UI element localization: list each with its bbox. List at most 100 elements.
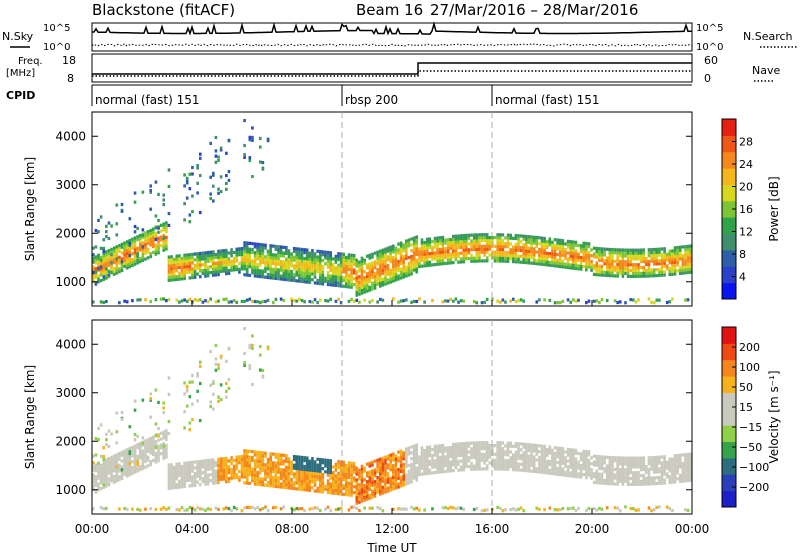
power-cell xyxy=(449,252,452,256)
power-cell xyxy=(436,248,439,252)
power-cell xyxy=(240,261,244,265)
velocity-cell xyxy=(165,507,168,511)
velocity-cell xyxy=(418,461,421,465)
velocity-cell xyxy=(131,468,134,473)
velocity-cell xyxy=(167,486,171,490)
power-cell xyxy=(339,278,343,282)
power-cell xyxy=(128,253,132,258)
power-cell xyxy=(115,245,119,249)
power-cell xyxy=(138,298,142,302)
power-cell xyxy=(178,274,181,278)
velocity-cell xyxy=(112,463,116,467)
velocity-cell xyxy=(558,449,562,453)
velocity-cell xyxy=(238,469,241,474)
velocity-cell xyxy=(329,465,332,469)
velocity-cell xyxy=(225,480,228,484)
velocity-cell xyxy=(605,478,609,483)
velocity-cell xyxy=(240,469,244,473)
power-cell xyxy=(647,297,651,301)
velocity-cell xyxy=(141,458,145,462)
velocity-cell xyxy=(217,472,220,476)
velocity-cell xyxy=(345,493,348,497)
power-cell xyxy=(209,141,212,146)
power-cell xyxy=(204,268,207,272)
velocity-cell xyxy=(457,448,460,452)
velocity-cell xyxy=(162,506,166,510)
power-cell xyxy=(407,241,411,245)
power-cell xyxy=(167,275,171,280)
power-cell xyxy=(564,242,567,246)
power-cell xyxy=(491,235,494,240)
power-cell xyxy=(548,298,552,303)
power-cell xyxy=(475,253,479,257)
velocity-cell xyxy=(178,508,181,512)
power-cell xyxy=(178,265,181,270)
power-cell xyxy=(191,270,194,274)
power-cell xyxy=(582,259,586,263)
velocity-cell xyxy=(386,471,390,476)
velocity-cell xyxy=(652,458,656,463)
power-cell xyxy=(527,246,531,250)
velocity-cell xyxy=(600,464,604,468)
velocity-cell xyxy=(178,479,181,483)
velocity-cell xyxy=(303,470,306,474)
power-cell xyxy=(399,270,403,274)
velocity-cell xyxy=(157,459,160,463)
velocity-cell xyxy=(264,483,267,487)
velocity-cell xyxy=(365,497,369,501)
velocity-cell xyxy=(287,474,291,478)
power-cell xyxy=(371,255,374,259)
power-cell xyxy=(684,247,687,252)
velocity-cell xyxy=(311,459,314,464)
velocity-cell xyxy=(558,458,562,462)
velocity-cell xyxy=(574,474,578,479)
velocity-cell xyxy=(498,447,502,451)
power-cell xyxy=(133,239,137,243)
nave-tick-top: 60 xyxy=(704,54,718,67)
velocity-cell xyxy=(266,347,270,351)
velocity-cell xyxy=(196,465,199,470)
power-cell xyxy=(295,247,299,251)
velocity-cell xyxy=(258,482,262,487)
power-cell xyxy=(136,235,139,239)
velocity-cell xyxy=(475,450,479,454)
colorbar-segment xyxy=(722,457,736,475)
power-cell xyxy=(585,259,588,263)
velocity-cell xyxy=(261,460,265,464)
power-cell xyxy=(425,252,429,256)
velocity-cell xyxy=(149,396,152,401)
power-cell xyxy=(483,253,486,257)
power-cell xyxy=(420,241,424,245)
power-cell xyxy=(425,240,429,244)
power-cell xyxy=(191,276,194,280)
power-cell xyxy=(618,248,622,252)
velocity-cell xyxy=(491,449,494,453)
power-cell xyxy=(170,272,173,276)
velocity-cell xyxy=(637,479,640,484)
velocity-cell xyxy=(185,508,189,512)
velocity-cell xyxy=(634,456,638,460)
velocity-cell xyxy=(141,398,145,402)
velocity-cell xyxy=(491,446,494,451)
power-cell xyxy=(381,263,385,267)
power-cell xyxy=(217,261,220,265)
power-cell xyxy=(373,283,377,287)
power-cell xyxy=(133,230,137,234)
power-cell xyxy=(368,256,372,260)
power-cell xyxy=(595,255,599,259)
power-cell xyxy=(167,255,171,259)
power-cell xyxy=(332,257,335,261)
velocity-cell xyxy=(525,466,528,470)
velocity-cell xyxy=(621,482,625,486)
velocity-cell xyxy=(509,507,512,512)
velocity-cell xyxy=(368,484,372,489)
velocity-cell xyxy=(686,452,690,456)
power-cell xyxy=(345,273,348,277)
power-cell xyxy=(277,248,280,252)
velocity-cell xyxy=(525,457,528,461)
velocity-cell xyxy=(509,456,512,460)
velocity-cell xyxy=(102,485,106,489)
power-cell xyxy=(465,236,468,240)
velocity-cell xyxy=(483,508,486,512)
power-cell xyxy=(585,265,588,269)
